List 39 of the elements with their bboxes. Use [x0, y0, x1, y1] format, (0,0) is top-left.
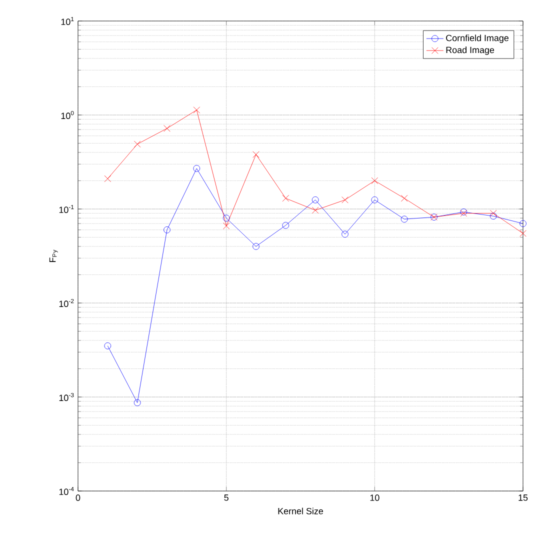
point [222, 214, 230, 222]
x-tick-label: 5 [224, 494, 228, 501]
point [164, 226, 170, 234]
point [520, 230, 526, 237]
point [342, 196, 348, 204]
point [134, 140, 141, 148]
y-tick-label: 10$^{0}$ [61, 110, 74, 120]
x-tick-label: 10 [370, 494, 380, 501]
y-axis-title: F$_{Py}$ [49, 250, 58, 262]
point [371, 196, 378, 204]
point [490, 212, 497, 220]
point [400, 216, 408, 223]
y-tick-label: 10$^{-3}$ [59, 392, 74, 402]
x-axis-title: Kernel Size [278, 508, 324, 514]
y-tick-label: 10$^{-1}$ [59, 205, 74, 214]
legend-label: Cornfield Image [446, 34, 509, 43]
point [104, 175, 112, 182]
point [490, 210, 497, 217]
point [193, 165, 200, 172]
point [520, 220, 526, 227]
point [312, 206, 319, 214]
legend-label: Road Image [446, 46, 494, 55]
point [134, 399, 141, 406]
x-tick-label: 15 [518, 494, 528, 501]
y-tick-label: 10$^{-4}$ [59, 487, 74, 496]
point [312, 196, 319, 204]
point [104, 342, 112, 350]
point [282, 222, 290, 229]
point [282, 194, 290, 202]
point [222, 222, 230, 230]
point [342, 230, 348, 238]
point [252, 243, 260, 250]
y-tick-label: 10$^{1}$ [61, 16, 74, 26]
point [193, 106, 200, 114]
point [400, 194, 408, 202]
point [371, 177, 378, 184]
x-tick-label: 0 [76, 494, 80, 501]
point [164, 125, 170, 132]
y-tick-label: 10$^{-2}$ [59, 298, 74, 308]
